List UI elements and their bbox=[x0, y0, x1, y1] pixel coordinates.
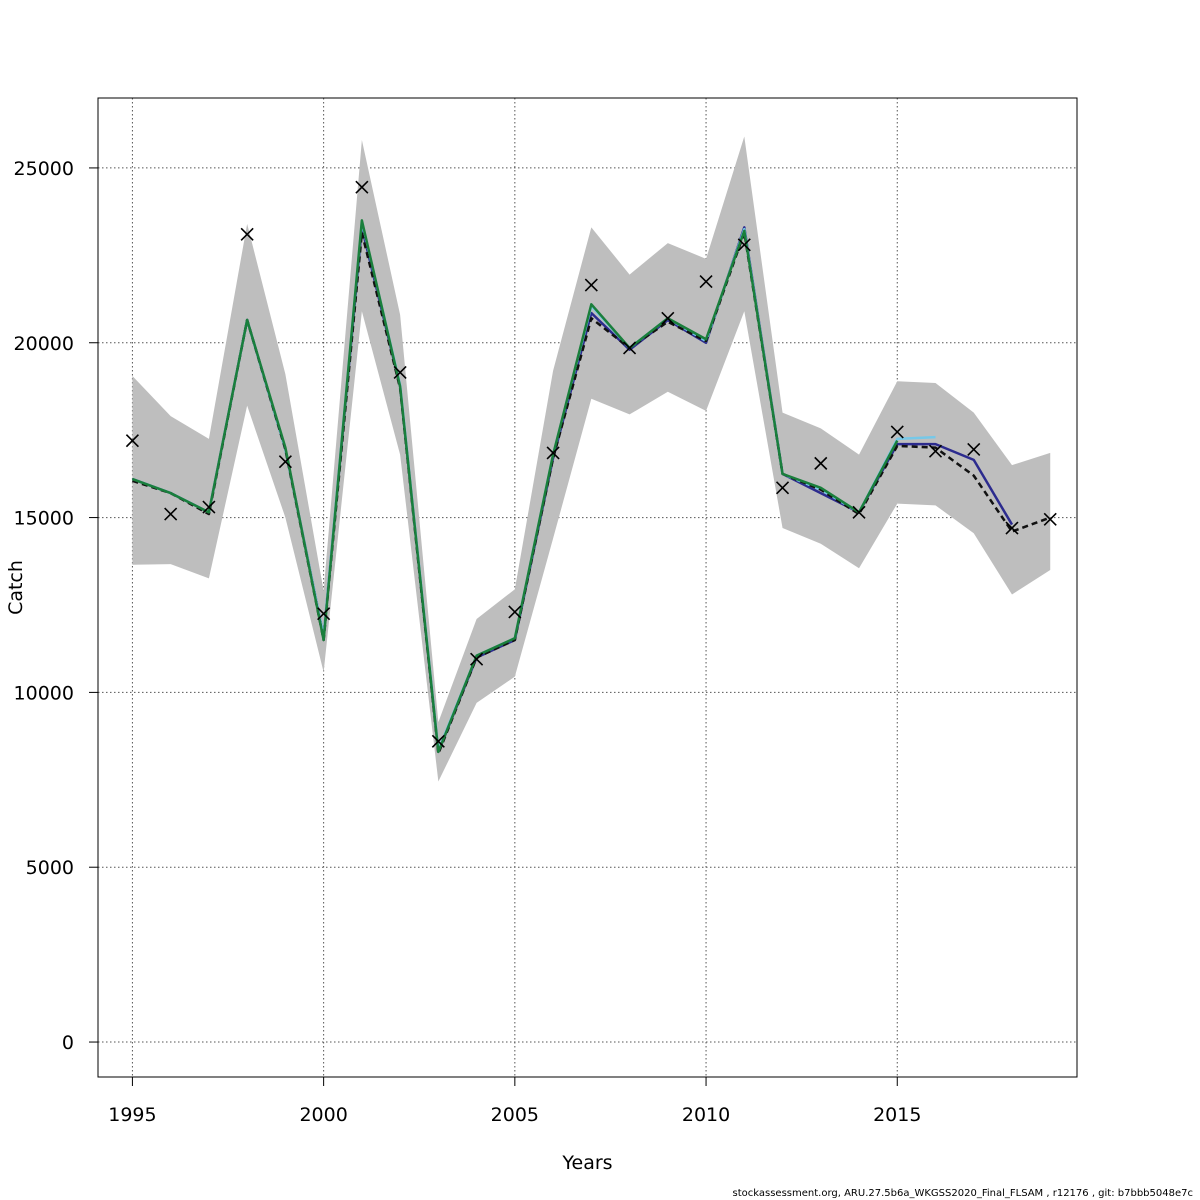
y-axis: 0 5000 10000 15000 20000 25000 bbox=[14, 158, 98, 1054]
observed-point bbox=[967, 442, 981, 456]
series-lines bbox=[131, 219, 1051, 755]
y-tick-label: 25000 bbox=[14, 158, 74, 180]
observed-point bbox=[890, 425, 904, 439]
observed-point-stroke bbox=[431, 734, 445, 748]
y-tick-label: 20000 bbox=[14, 333, 74, 355]
observed-point-stroke bbox=[661, 311, 675, 325]
observed-point-stroke bbox=[814, 456, 828, 470]
observed-point bbox=[125, 434, 139, 448]
observed-point bbox=[240, 227, 254, 241]
observed-point-stroke bbox=[737, 238, 751, 252]
observed-point-stroke bbox=[202, 500, 216, 514]
observed-point bbox=[623, 341, 637, 355]
observed-point-stroke bbox=[508, 605, 522, 619]
x-tick-label: 2015 bbox=[873, 1104, 921, 1126]
observed-point bbox=[202, 500, 216, 514]
observed-point-stroke bbox=[967, 442, 981, 456]
observed-point bbox=[699, 274, 713, 289]
observed-point-stroke bbox=[240, 227, 254, 241]
observed-point bbox=[1043, 512, 1057, 526]
observed-point-stroke bbox=[775, 481, 790, 495]
observed-point-stroke bbox=[623, 341, 637, 355]
observed-point bbox=[508, 605, 522, 619]
observed-point bbox=[317, 607, 331, 621]
observed-point-stroke bbox=[125, 434, 139, 448]
observed-point bbox=[737, 238, 751, 252]
observed-point-stroke bbox=[852, 505, 866, 519]
y-axis-title: Catch bbox=[5, 560, 27, 615]
observed-points bbox=[125, 180, 1057, 748]
observed-point-stroke bbox=[317, 607, 331, 621]
observed-point-stroke bbox=[699, 274, 713, 289]
observed-point bbox=[355, 180, 369, 194]
x-axis: 1995 2000 2005 2010 2015 bbox=[108, 1077, 921, 1126]
observed-point-stroke bbox=[584, 278, 598, 292]
observed-point bbox=[814, 456, 828, 470]
confidence-band-area bbox=[132, 136, 1051, 782]
observed-point bbox=[775, 481, 790, 495]
observed-point bbox=[393, 365, 407, 380]
observed-point bbox=[852, 505, 866, 519]
x-tick-label: 1995 bbox=[108, 1104, 156, 1126]
series-line-3 bbox=[132, 231, 1051, 755]
series-line-4 bbox=[131, 219, 899, 754]
observed-point bbox=[278, 455, 292, 469]
observed-point bbox=[661, 311, 675, 325]
y-tick-label: 0 bbox=[62, 1032, 74, 1054]
plot-frame bbox=[97, 97, 1078, 1078]
observed-point bbox=[928, 444, 943, 458]
observed-point-stroke bbox=[470, 652, 484, 666]
observed-point-stroke bbox=[1005, 521, 1019, 535]
observed-point-stroke bbox=[1043, 512, 1057, 526]
observed-point bbox=[584, 278, 598, 292]
x-axis-title: Years bbox=[561, 1152, 612, 1174]
observed-point bbox=[546, 446, 560, 460]
y-tick-label: 5000 bbox=[26, 857, 74, 879]
observed-point bbox=[431, 734, 445, 748]
observed-point-stroke bbox=[546, 446, 560, 460]
observed-point-stroke bbox=[890, 425, 904, 439]
observed-point-stroke bbox=[164, 507, 178, 521]
x-tick-label: 2000 bbox=[299, 1104, 347, 1126]
observed-point bbox=[470, 652, 484, 666]
x-tick-label: 2010 bbox=[682, 1104, 730, 1126]
observed-point bbox=[1005, 521, 1019, 535]
observed-point-stroke bbox=[278, 455, 292, 469]
x-tick-label: 2005 bbox=[491, 1104, 539, 1126]
observed-point bbox=[164, 507, 178, 521]
footer-credit: stockassessment.org, ARU.27.5b6a_WKGSS20… bbox=[732, 1188, 1193, 1199]
observed-point-stroke bbox=[928, 444, 943, 458]
observed-point-stroke bbox=[393, 365, 407, 380]
observed-point-stroke bbox=[355, 180, 369, 194]
y-tick-label: 10000 bbox=[14, 682, 74, 704]
y-tick-label: 15000 bbox=[14, 508, 74, 530]
confidence-band bbox=[132, 136, 1051, 782]
